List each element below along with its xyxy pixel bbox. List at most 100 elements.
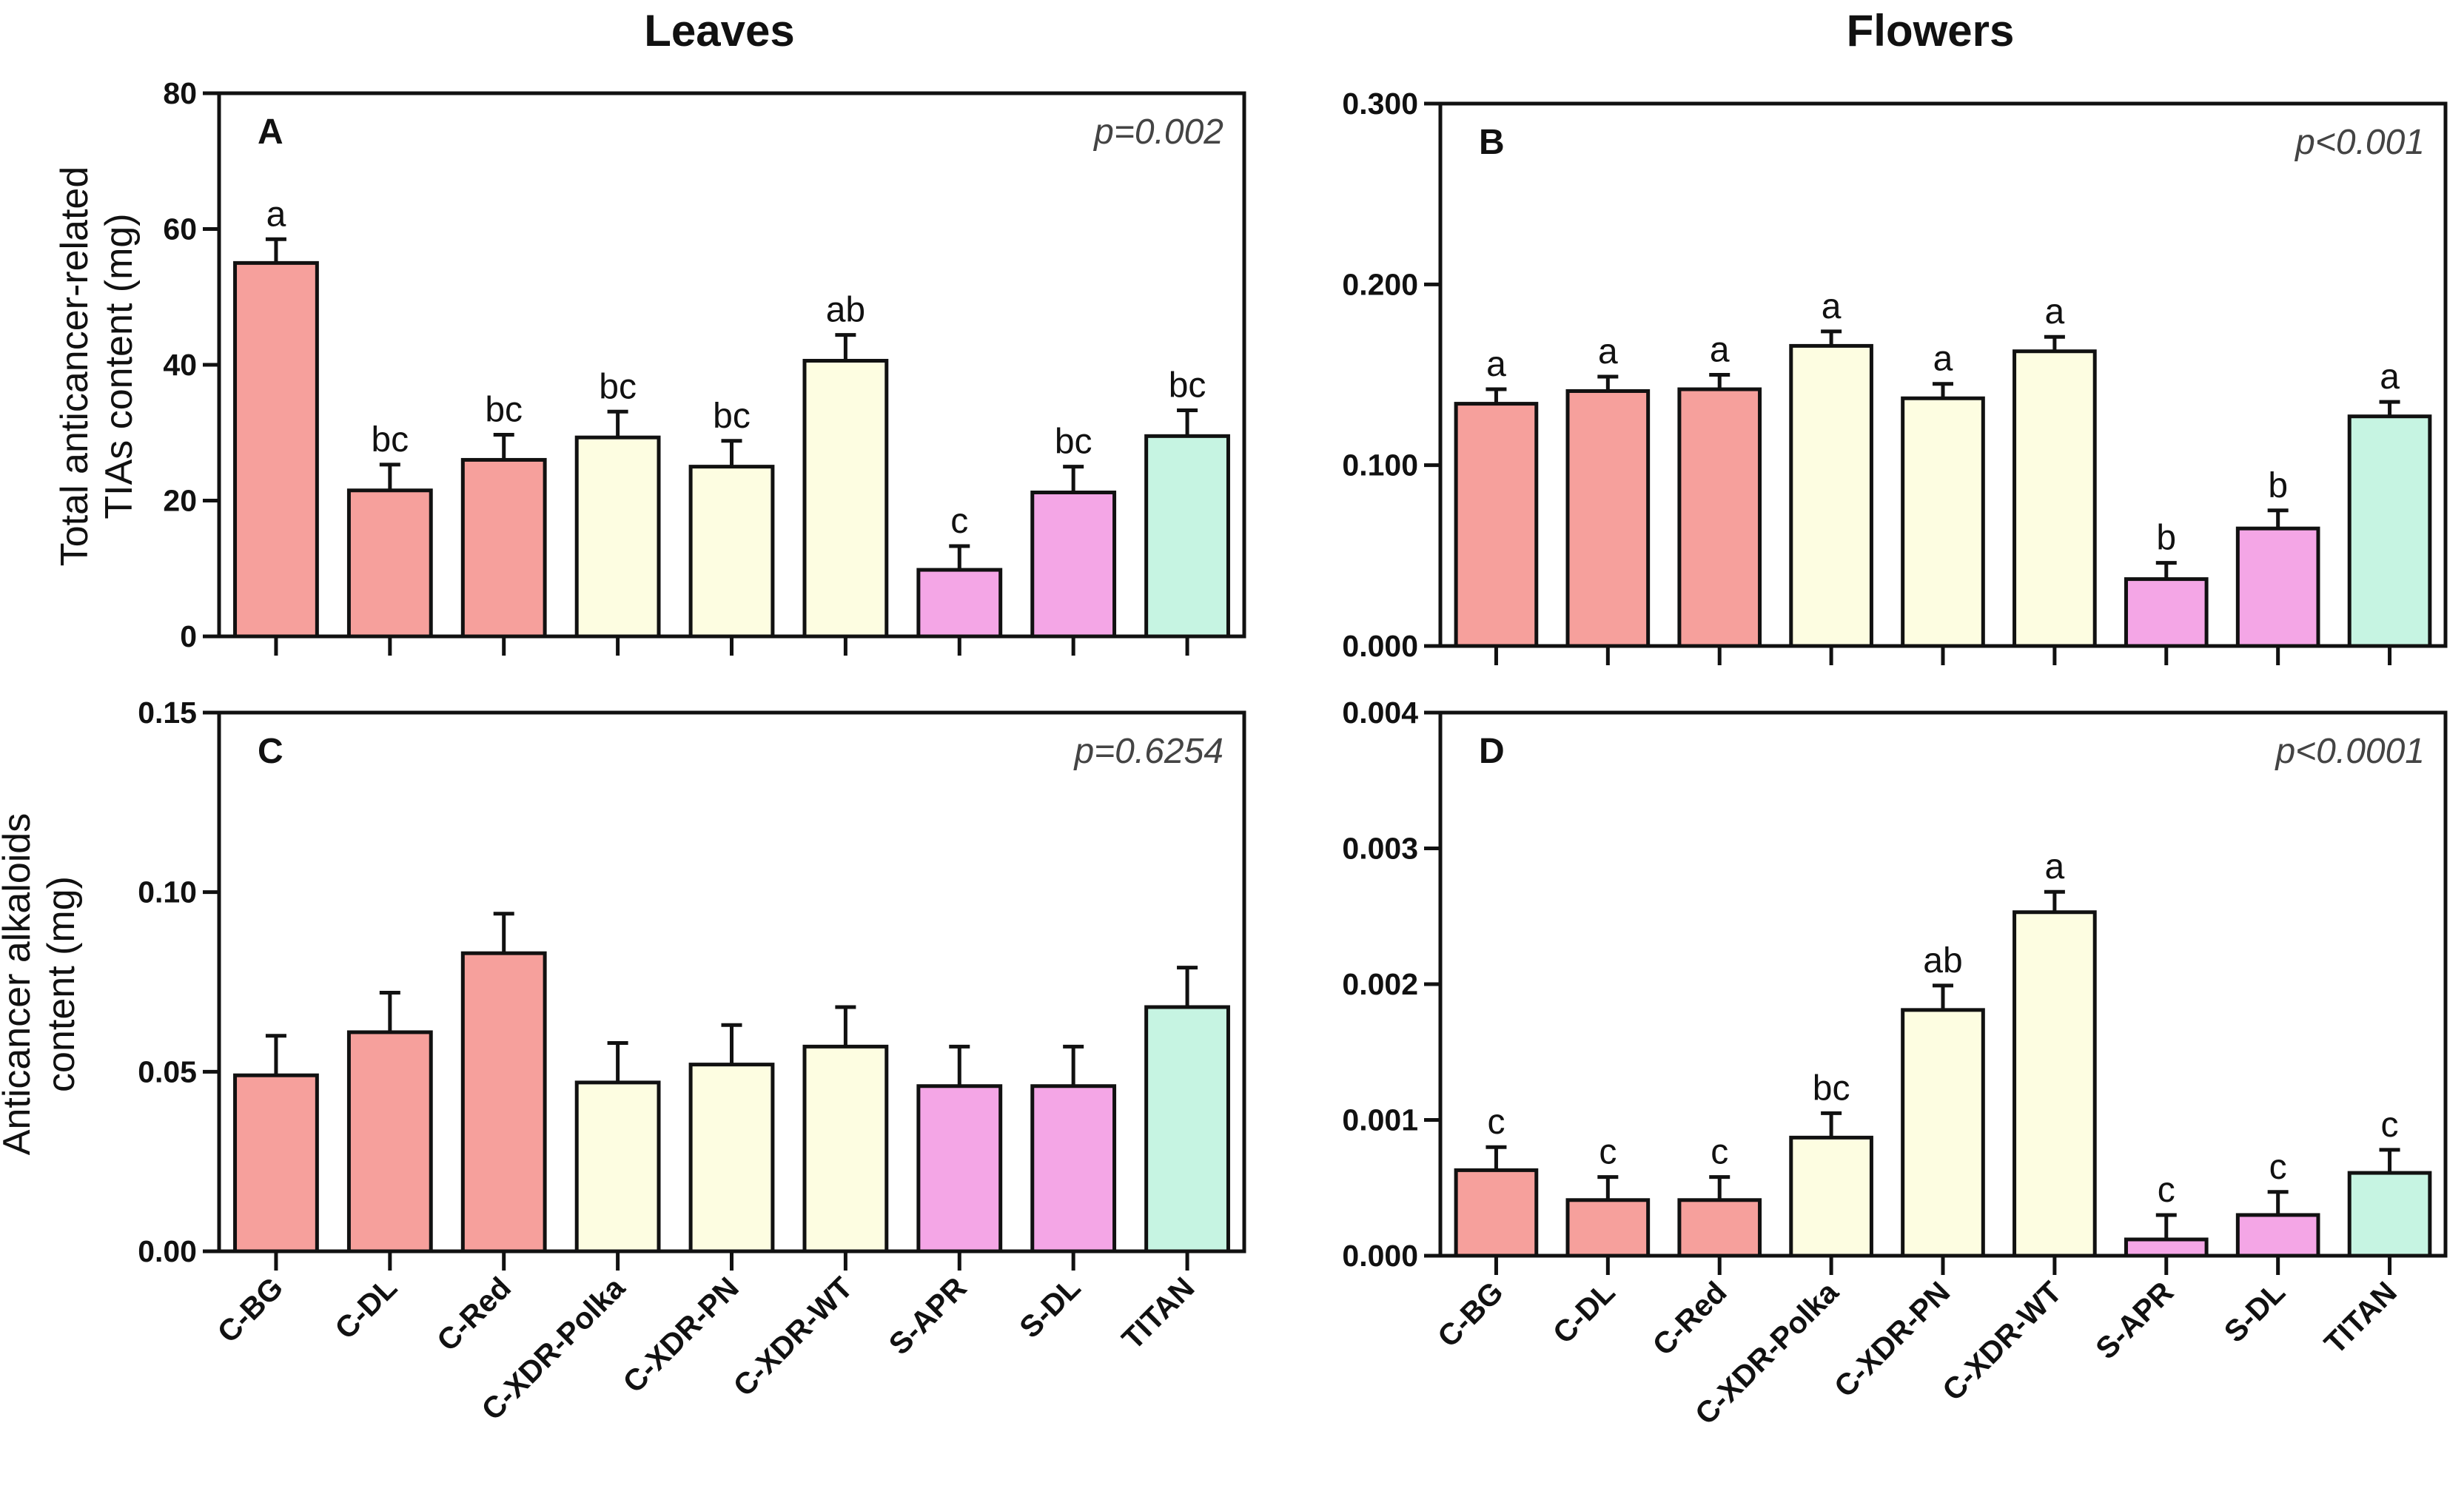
bar-c-xdr-wt — [2013, 349, 2097, 648]
bar-c-xdr-pn — [688, 1063, 775, 1254]
significance-letter: c — [1487, 1103, 1505, 1142]
significance-letter: c — [1599, 1133, 1617, 1172]
bar-c-xdr-polka — [1789, 1135, 1873, 1258]
y-axis-label: TIAs content (mg) — [98, 213, 141, 519]
bar-titan — [1144, 434, 1230, 639]
bar-c-dl — [346, 1030, 433, 1254]
significance-letter: ab — [1923, 941, 1962, 980]
bar-s-dl — [2235, 1213, 2320, 1258]
x-category-label: TITAN — [1115, 1271, 1201, 1356]
bar-c-xdr-pn — [1901, 1008, 1985, 1258]
bar-c-xdr-pn — [1901, 396, 1985, 648]
x-category-label: C-Red — [1646, 1275, 1733, 1362]
significance-letter: a — [1822, 287, 1842, 326]
bar-c-red — [1677, 1198, 1762, 1258]
bar-s-apr — [916, 1084, 1003, 1254]
significance-letter: a — [1933, 340, 1953, 379]
significance-letter: c — [2381, 1106, 2399, 1145]
x-category-label: C-Red — [430, 1271, 517, 1358]
significance-letter: a — [1710, 331, 1730, 370]
y-tick-label: 0.200 — [1342, 267, 1418, 301]
significance-letter: c — [1711, 1133, 1728, 1172]
panel-d: 0.000 0.001 0.002 0.003 0.004 c C-BG c C-DL c C-Re… — [1342, 696, 2448, 1431]
bar-c-red — [460, 951, 547, 1254]
y-tick-label: 0.10 — [138, 875, 197, 909]
column-title-leaves: Leaves — [644, 6, 795, 55]
y-tick-label: 0.300 — [1342, 87, 1418, 121]
bar-c-xdr-polka — [1789, 343, 1873, 648]
y-tick-label: 0.000 — [1342, 629, 1418, 663]
significance-letter: bc — [1813, 1069, 1850, 1108]
bar-c-dl — [346, 488, 433, 639]
panel-letter: A — [258, 112, 283, 152]
x-category-label: S-DL — [1013, 1271, 1087, 1345]
significance-letter: a — [2045, 292, 2065, 332]
y-tick-label: 0.000 — [1342, 1239, 1418, 1273]
significance-letter: a — [2380, 357, 2400, 397]
p-value: p<0.001 — [2294, 123, 2425, 162]
p-value: p=0.002 — [1092, 112, 1223, 152]
bar-c-xdr-wt — [802, 1044, 889, 1254]
panel-letter: B — [1479, 123, 1505, 162]
significance-letter: bc — [599, 367, 637, 406]
y-tick-label: 0.15 — [138, 696, 197, 730]
significance-letter: bc — [371, 420, 409, 460]
bar-c-xdr-polka — [574, 1080, 661, 1254]
significance-letter: ab — [826, 291, 865, 330]
bar-titan — [1144, 1005, 1230, 1254]
y-axis-label: content (mg) — [40, 876, 83, 1092]
y-tick-label: 0.001 — [1342, 1103, 1418, 1137]
x-category-label: S-DL — [2218, 1275, 2292, 1349]
x-category-label: C-DL — [328, 1271, 403, 1346]
significance-letter: c — [2158, 1171, 2175, 1210]
bar-s-dl — [1030, 1084, 1117, 1254]
x-category-label: C-XDR-WT — [1936, 1275, 2068, 1407]
x-category-label: C-BG — [1431, 1275, 1510, 1354]
bar-c-bg — [1454, 402, 1539, 648]
p-value: p<0.0001 — [2274, 732, 2425, 771]
bar-s-apr — [916, 568, 1003, 639]
y-tick-label: 60 — [163, 212, 197, 246]
y-axis-label: Total anticancer-related — [53, 166, 96, 567]
panel-letter: C — [258, 732, 283, 771]
bar-s-dl — [1030, 490, 1117, 639]
x-category-label: TITAN — [2317, 1275, 2403, 1361]
x-category-label: C-DL — [1546, 1275, 1622, 1350]
y-tick-label: 0.00 — [138, 1234, 197, 1268]
x-category-label: C-XDR-WT — [727, 1271, 859, 1403]
significance-letter: bc — [485, 391, 523, 430]
y-tick-label: 0.100 — [1342, 448, 1418, 482]
bar-s-dl — [2235, 526, 2320, 648]
bar-s-apr — [2124, 1237, 2209, 1258]
x-category-label: C-XDR-PN — [617, 1271, 745, 1399]
significance-letter: a — [266, 195, 286, 234]
bar-c-red — [460, 457, 547, 639]
y-tick-label: 0.003 — [1342, 832, 1418, 866]
bar-c-xdr-polka — [574, 435, 661, 639]
x-category-label: S-APR — [882, 1271, 973, 1362]
y-tick-label: 80 — [163, 76, 197, 110]
x-category-label: C-BG — [211, 1271, 290, 1350]
y-tick-label: 20 — [163, 484, 197, 518]
significance-letter: bc — [713, 397, 751, 436]
bar-titan — [2347, 1171, 2432, 1258]
bar-c-dl — [1565, 388, 1651, 648]
p-value: p=0.6254 — [1072, 732, 1223, 771]
significance-letter: bc — [1055, 423, 1092, 462]
x-category-label: S-APR — [2089, 1275, 2180, 1366]
significance-letter: a — [1486, 345, 1506, 384]
y-tick-label: 40 — [163, 348, 197, 382]
bar-c-bg — [1454, 1168, 1539, 1258]
bar-c-xdr-wt — [802, 358, 889, 639]
y-tick-label: 0.05 — [138, 1054, 197, 1088]
y-axis-label: Anticancer alkaloids — [0, 813, 38, 1155]
y-tick-label: 0.002 — [1342, 967, 1418, 1001]
bar-c-xdr-wt — [2013, 910, 2097, 1258]
bar-c-xdr-pn — [688, 465, 775, 639]
significance-letter: c — [2269, 1148, 2287, 1187]
panel-letter: D — [1479, 732, 1505, 771]
bar-s-apr — [2124, 577, 2209, 648]
